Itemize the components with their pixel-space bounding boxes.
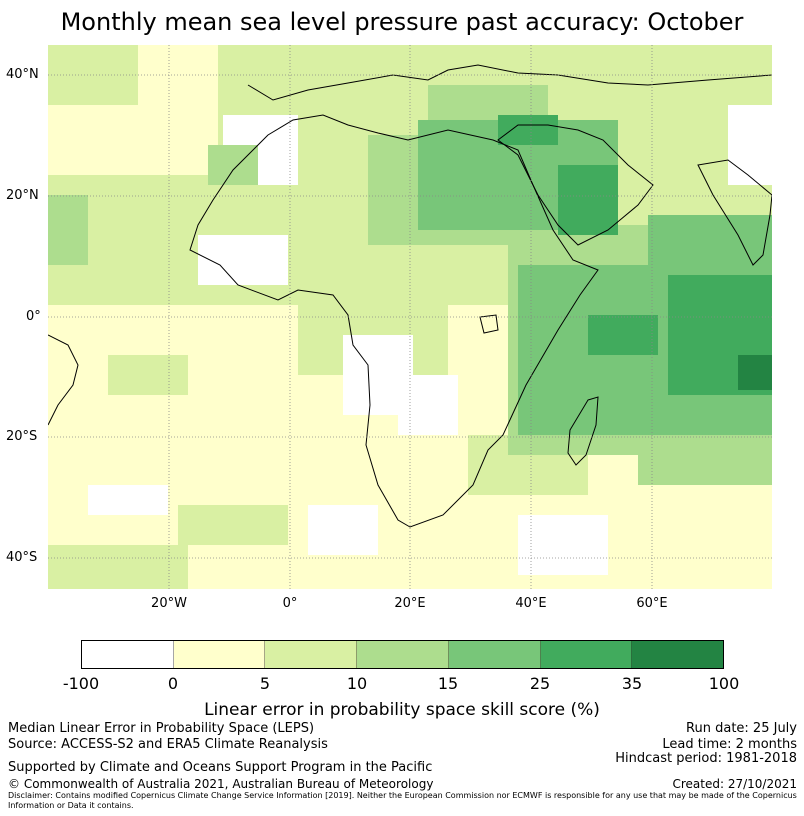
footer-leps: Median Linear Error in Probability Space…: [8, 721, 315, 736]
colorbar-tick: 0: [167, 674, 179, 693]
europe-coastline: [247, 64, 772, 101]
skill-patch: [518, 515, 608, 575]
skill-patch: [48, 195, 88, 265]
colorbar-tick: -100: [62, 674, 100, 693]
arabia-coastline: [497, 124, 654, 246]
lat-label-20s: 20°S: [6, 429, 38, 444]
madagascar-coastline: [567, 396, 599, 466]
colorbar-label: Linear error in probability space skill …: [204, 700, 600, 720]
lat-label-40s: 40°S: [6, 550, 38, 565]
lake-victoria: [479, 314, 499, 334]
skill-band-neg: [88, 105, 772, 575]
lon-label-0: 0°: [282, 596, 298, 611]
skill-score-map: [48, 45, 772, 589]
lon-label-60e: 60°E: [636, 596, 668, 611]
map-title: Monthly mean sea level pressure past acc…: [60, 8, 744, 36]
footer-run-date: Run date: 25 July: [686, 721, 797, 736]
lon-label-20w: 20°W: [151, 596, 187, 611]
footer-created: Created: 27/10/2021: [672, 777, 797, 791]
skill-patch: [498, 115, 558, 145]
skill-patch: [308, 505, 378, 555]
skill-patch: [178, 505, 288, 545]
colorbar-segment: [173, 641, 266, 668]
lon-label-20e: 20°E: [394, 596, 426, 611]
skill-patch: [728, 105, 772, 185]
africa-coastline: [189, 114, 599, 528]
skill-patch: [398, 375, 458, 435]
colorbar-segment: [540, 641, 633, 668]
colorbar-tick: 35: [621, 674, 643, 693]
skill-patch: [648, 215, 772, 275]
south-america-coastline: [48, 334, 79, 426]
skill-patch: [208, 145, 258, 185]
colorbar-tick: 5: [259, 674, 271, 693]
skill-patch: [48, 545, 188, 589]
map-canvas: [48, 45, 772, 589]
skill-band-35-100: [738, 355, 772, 390]
colorbar-segment: [632, 641, 724, 668]
footer-copyright: © Commonwealth of Australia 2021, Austra…: [8, 777, 434, 791]
colorbar-tick: 15: [437, 674, 459, 693]
colorbar-segment: [265, 641, 358, 668]
skill-patch: [558, 165, 618, 235]
colorbar-tick: 10: [346, 674, 368, 693]
lon-label-40e: 40°E: [515, 596, 547, 611]
footer-support: Supported by Climate and Oceans Support …: [8, 760, 433, 775]
skill-patch: [198, 235, 288, 285]
footer-hindcast: Hindcast period: 1981-2018: [615, 751, 797, 766]
gridlines: [48, 45, 772, 589]
coastlines: [48, 64, 772, 528]
footer-disclaimer: Disclaimer: Contains modified Copernicus…: [8, 791, 797, 810]
footer-source: Source: ACCESS-S2 and ERA5 Climate Reana…: [8, 737, 328, 752]
lat-label-40n: 40°N: [6, 67, 39, 82]
colorbar-segment: [82, 641, 174, 668]
skill-patch: [88, 485, 168, 515]
skill-patch: [738, 355, 772, 390]
lat-label-0: 0°: [26, 309, 41, 324]
colorbar-segment: [357, 641, 449, 668]
colorbar-tick: 25: [529, 674, 551, 693]
colorbar: [81, 640, 724, 669]
skill-patch: [108, 355, 188, 395]
skill-patch: [588, 315, 658, 355]
colorbar-segment: [448, 641, 541, 668]
lat-label-20n: 20°N: [6, 188, 39, 203]
footer-lead-time: Lead time: 2 months: [662, 737, 797, 752]
india-coastline: [697, 159, 772, 266]
colorbar-tick: 100: [708, 674, 740, 693]
